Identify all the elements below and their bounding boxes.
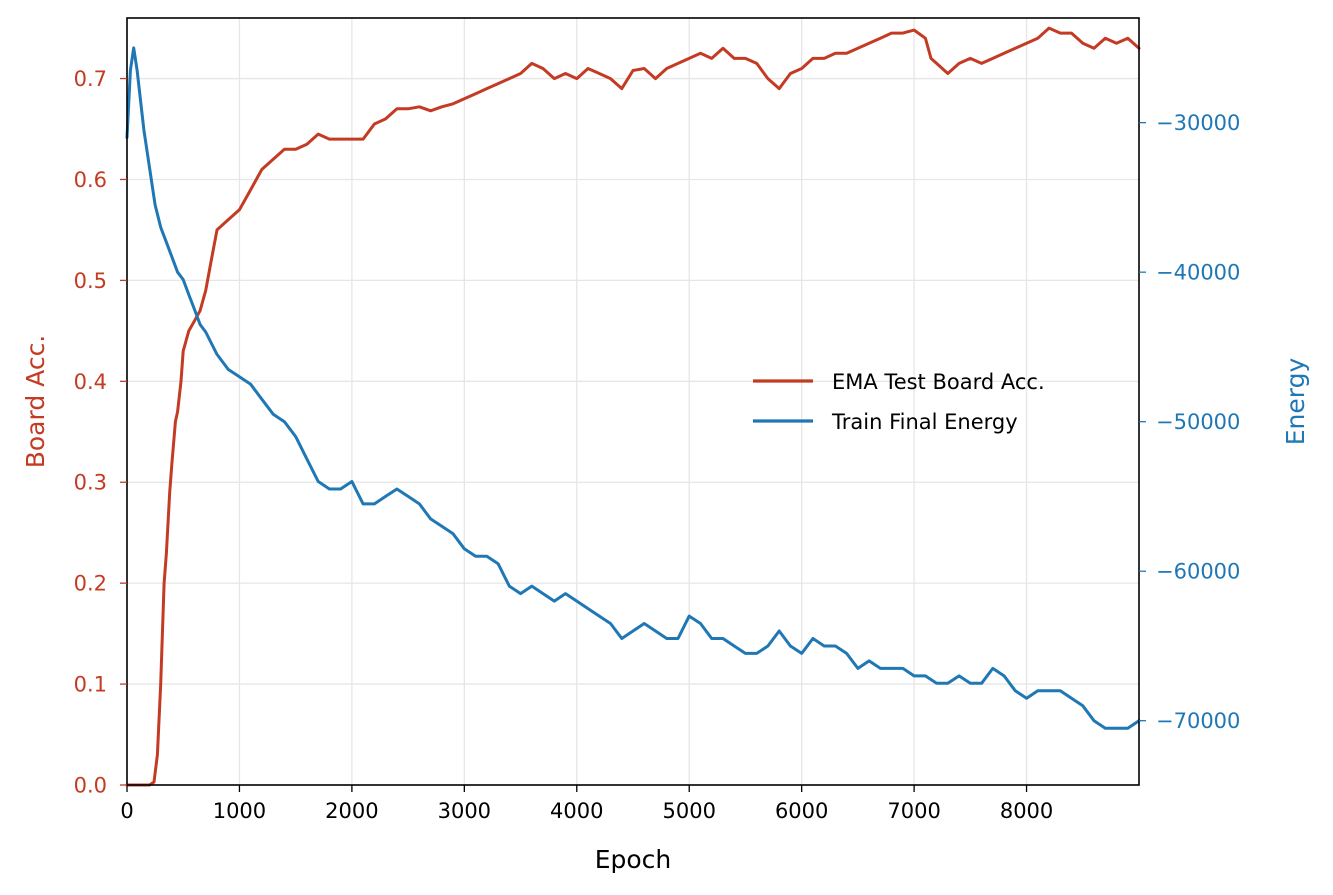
legend-label-energy: Train Final Energy [831, 410, 1018, 434]
right-axis-ticks: −30000 −40000 −50000 −60000 −70000 [1139, 111, 1240, 733]
left-tick-label: 0.6 [74, 168, 107, 192]
y-axis-label-left: Board Acc. [21, 335, 50, 469]
left-tick-label: 0.1 [74, 673, 107, 697]
right-tick-label: −60000 [1156, 560, 1240, 584]
x-tick-label: 6000 [775, 799, 828, 823]
plot-frame [126, 17, 1140, 786]
grid-lines [126, 18, 1139, 786]
left-tick-label: 0.2 [74, 572, 107, 596]
left-tick-label: 0.3 [74, 471, 107, 495]
x-tick-label: 0 [120, 799, 133, 823]
x-tick-label: 4000 [550, 799, 603, 823]
right-tick-label: −30000 [1156, 111, 1240, 135]
x-tick-label: 3000 [438, 799, 491, 823]
x-axis-ticks: 0 1000 2000 3000 4000 5000 6000 7000 8000 [120, 785, 1053, 823]
right-tick-label: −40000 [1156, 261, 1240, 285]
accuracy-line [125, 26, 1141, 787]
y-axis-label-right: Energy [1281, 358, 1310, 446]
left-axis-ticks: 0.0 0.1 0.2 0.3 0.4 0.5 0.6 0.7 [74, 67, 127, 798]
left-tick-label: 0.4 [74, 370, 107, 394]
x-tick-label: 7000 [887, 799, 940, 823]
x-tick-label: 1000 [213, 799, 266, 823]
plot-series [125, 26, 1141, 787]
x-tick-label: 8000 [1000, 799, 1053, 823]
left-tick-label: 0.5 [74, 269, 107, 293]
left-tick-label: 0.7 [74, 67, 107, 91]
left-tick-label: 0.0 [74, 774, 107, 798]
x-axis-label: Epoch [595, 845, 672, 874]
legend-label-accuracy: EMA Test Board Acc. [832, 370, 1045, 394]
energy-line [125, 46, 1141, 730]
x-tick-label: 5000 [662, 799, 715, 823]
x-tick-label: 2000 [325, 799, 378, 823]
right-tick-label: −70000 [1156, 709, 1240, 733]
legend: EMA Test Board Acc. Train Final Energy [753, 370, 1045, 434]
right-tick-label: −50000 [1156, 410, 1240, 434]
